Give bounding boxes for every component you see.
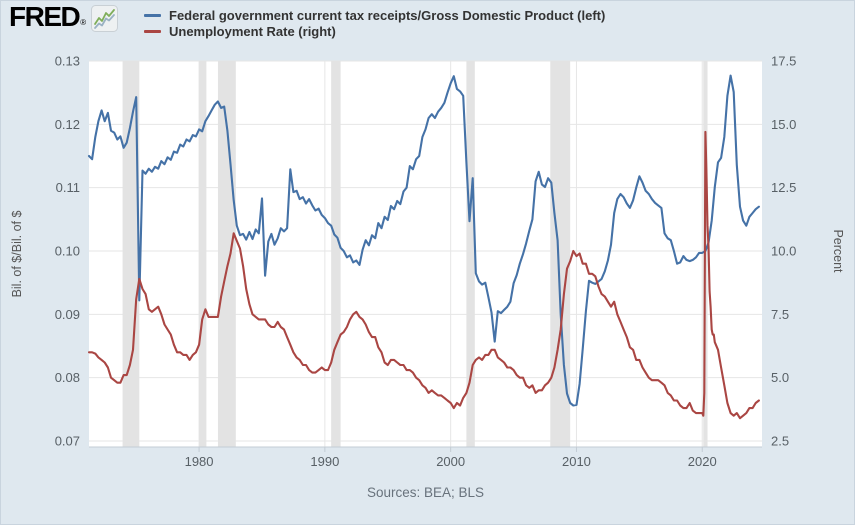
right-tick-label: 5.0: [771, 370, 789, 385]
left-tick-label: 0.07: [55, 434, 80, 449]
right-axis-title: Percent: [831, 229, 845, 273]
registered-trademark-icon: ®: [80, 18, 87, 27]
recession-band: [199, 61, 207, 447]
right-tick-label: 2.5: [771, 434, 789, 449]
series-line-tax-receipts-gdp[interactable]: [87, 74, 760, 407]
right-tick-label: 10.0: [771, 244, 796, 259]
x-tick-label: 2010: [562, 454, 591, 469]
x-tick-label: 2020: [688, 454, 717, 469]
legend-swatch-blue-line: [144, 13, 161, 17]
left-tick-label: 0.10: [55, 244, 80, 259]
legend-swatch-red-line: [144, 29, 161, 33]
legend-item-unemployment-rate[interactable]: Unemployment Rate (right): [144, 23, 605, 39]
x-tick-label: 2000: [436, 454, 465, 469]
legend-label-tax-receipts-gdp: Federal government current tax receipts/…: [169, 7, 606, 23]
right-tick-label: 17.5: [771, 54, 796, 69]
x-tick-label: 1990: [310, 454, 339, 469]
left-tick-label: 0.09: [55, 307, 80, 322]
legend-label-unemployment-rate: Unemployment Rate (right): [169, 23, 336, 39]
left-tick-label: 0.12: [55, 117, 80, 132]
recession-band: [122, 61, 140, 447]
series-line-unemployment-rate[interactable]: [87, 130, 760, 420]
right-tick-label: 12.5: [771, 180, 796, 195]
left-axis-title: Bil. of $/Bil. of $: [10, 210, 24, 298]
left-tick-label: 0.08: [55, 370, 80, 385]
chart-legend: Federal government current tax receipts/…: [144, 7, 605, 39]
fred-logo[interactable]: FRED ®: [9, 1, 119, 32]
left-tick-label: 0.11: [56, 180, 80, 195]
sources-note: Sources: BEA; BLS: [366, 485, 485, 500]
right-tick-label: 7.5: [771, 307, 789, 322]
fred-logo-text: FRED: [9, 1, 81, 32]
fred-logo-chart-icon: [91, 5, 119, 32]
recession-band: [550, 61, 571, 447]
x-tick-label: 1980: [185, 454, 214, 469]
recession-band: [331, 61, 341, 447]
right-tick-label: 15.0: [771, 117, 796, 132]
left-tick-label: 0.13: [55, 54, 80, 69]
legend-item-tax-receipts-gdp[interactable]: Federal government current tax receipts/…: [144, 7, 605, 23]
recession-band: [217, 61, 236, 447]
recession-band: [466, 61, 475, 447]
